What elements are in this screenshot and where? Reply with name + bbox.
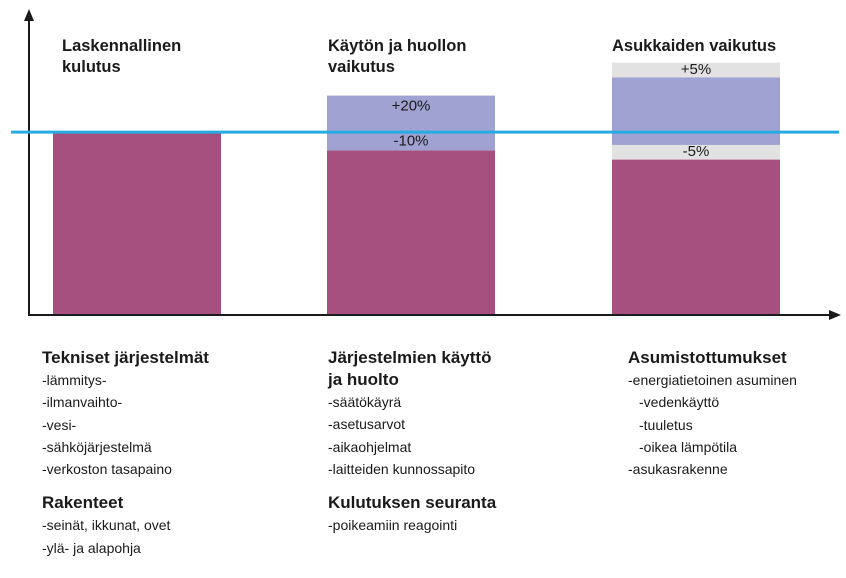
list-item: -säätökäyrä xyxy=(328,394,402,410)
group-heading: ja huolto xyxy=(328,370,399,389)
bar-segment-base xyxy=(327,150,495,315)
bar-title-line: Asukkaiden vaikutus xyxy=(612,37,777,55)
bar-data-label: +5% xyxy=(681,61,711,78)
bar-segment-increase xyxy=(612,77,780,145)
list-item: -vesi- xyxy=(42,416,77,433)
list-item: -lämmitys- xyxy=(42,372,107,388)
list-item: -laitteiden kunnossapito xyxy=(328,460,476,477)
list-item: -seinät, ikkunat, ovet xyxy=(42,517,171,534)
group-heading: Asumistottumukset xyxy=(628,348,787,367)
group-heading: Kulutuksen seuranta xyxy=(328,493,497,513)
bar-data-label: -5% xyxy=(683,143,710,160)
list-item: -vedenkäyttö xyxy=(639,394,720,411)
bar-title-line: Käytön ja huollon xyxy=(328,37,467,55)
list-item: -aikaohjelmat xyxy=(328,438,412,455)
list-item: -energiatietoinen asuminen xyxy=(628,372,797,388)
bar-title-line: Laskennallinen xyxy=(62,37,182,55)
text-column-tekniset: Tekniset järjestelmät -lämmitys- -ilmanv… xyxy=(42,347,272,559)
text-column-asumistottumukset: Asumistottumukset -energiatietoinen asum… xyxy=(628,347,846,480)
list-item: -oikea lämpötila xyxy=(639,438,738,455)
y-axis-arrow-icon xyxy=(24,9,34,21)
list-item: -tuuletus xyxy=(639,416,693,433)
group-heading: Rakenteet xyxy=(42,493,124,513)
list-item: -poikeamiin reagointi xyxy=(328,517,458,534)
bar-title-asukkaiden: Asukkaiden vaikutus xyxy=(612,36,812,57)
bar-title-kayton-ja-huollon: Käytön ja huollon vaikutus xyxy=(328,36,528,78)
group-heading: Järjestelmien käyttö xyxy=(328,348,492,367)
x-axis-arrow-icon xyxy=(829,310,841,320)
list-item: -asukasrakenne xyxy=(628,461,728,478)
bar-data-label: +20% xyxy=(392,98,431,115)
list-item: -ylä- ja alapohja xyxy=(42,539,141,556)
bar-title-line: kulutus xyxy=(62,58,121,76)
bar-title-line: vaikutus xyxy=(328,58,395,76)
bar-data-label: -10% xyxy=(393,132,428,149)
list-item: -ilmanvaihto- xyxy=(42,394,123,411)
list-item: -sähköjärjestelmä xyxy=(42,438,152,455)
text-column-jarjestelmien: Järjestelmien käyttö ja huolto -säätökäy… xyxy=(328,347,558,536)
bar-segment-base xyxy=(53,132,221,315)
bar-segment-band xyxy=(612,62,780,78)
bar-segment-band xyxy=(612,144,780,160)
bar-segment-base xyxy=(612,159,780,315)
group-heading: Tekniset järjestelmät xyxy=(42,348,209,367)
list-item: -verkoston tasapaino xyxy=(42,461,172,478)
bar-title-laskennallinen: Laskennallinen kulutus xyxy=(62,36,262,78)
chart: +20% -10% +5% -5% xyxy=(11,9,841,320)
bar-segment-increase xyxy=(327,95,495,151)
list-item: -asetusarvot xyxy=(328,416,406,433)
